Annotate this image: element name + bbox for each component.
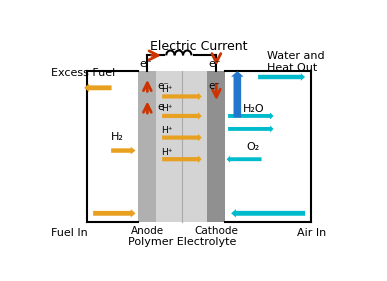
Text: e⁻: e⁻: [158, 81, 170, 91]
Bar: [156, 71, 207, 222]
Text: H₂O: H₂O: [243, 105, 265, 114]
Text: Air In: Air In: [297, 228, 327, 238]
Text: Anode: Anode: [131, 226, 164, 236]
Text: Electric Current: Electric Current: [150, 40, 247, 53]
Text: Polymer Electrolyte: Polymer Electrolyte: [128, 237, 236, 247]
Text: H⁺: H⁺: [161, 126, 172, 135]
Text: H⁺: H⁺: [161, 85, 172, 94]
Text: Water and
Heat Out: Water and Heat Out: [267, 51, 325, 73]
Text: H⁺: H⁺: [161, 148, 172, 157]
Bar: [139, 71, 156, 222]
Text: e⁻: e⁻: [209, 81, 221, 91]
Text: Fuel In: Fuel In: [51, 228, 88, 238]
Text: e⁻: e⁻: [209, 59, 222, 69]
Bar: [207, 71, 225, 222]
Text: H₂: H₂: [111, 132, 124, 142]
Text: H⁺: H⁺: [161, 104, 172, 113]
Text: Cathode: Cathode: [194, 226, 238, 236]
Text: e: e: [158, 102, 164, 112]
Text: e⁻: e⁻: [140, 59, 152, 69]
Text: O₂: O₂: [247, 142, 260, 152]
Text: Excess Fuel: Excess Fuel: [51, 68, 116, 78]
